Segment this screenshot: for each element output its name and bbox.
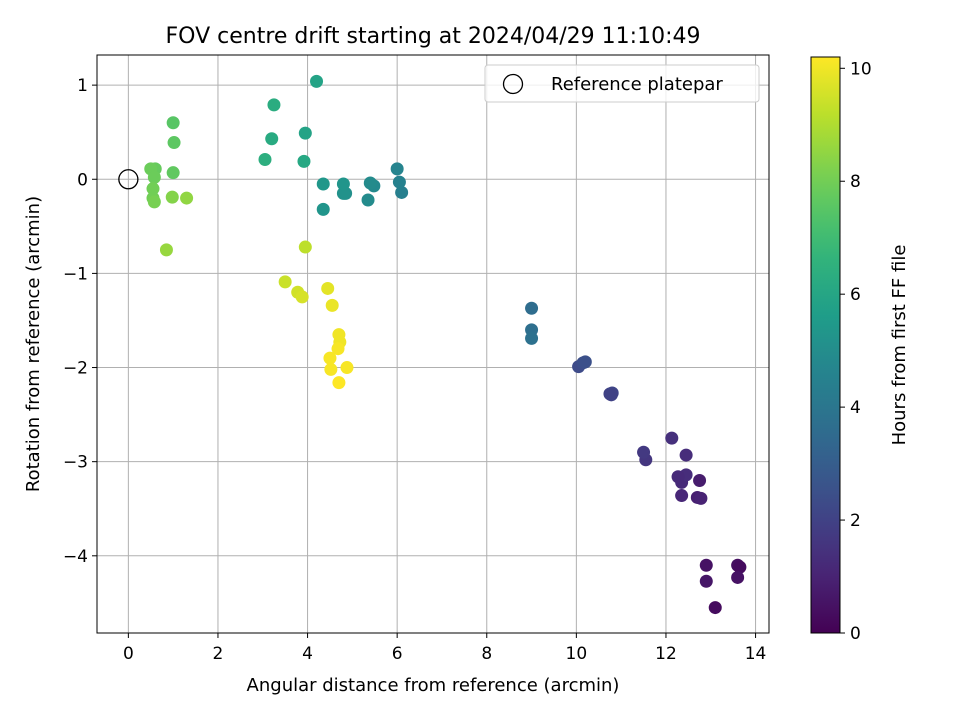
- chart-title: FOV centre drift starting at 2024/04/29 …: [166, 24, 701, 49]
- plot-area-frame: [96, 54, 770, 634]
- data-point: [323, 351, 337, 365]
- data-point: [165, 190, 179, 204]
- data-point: [316, 202, 330, 216]
- data-point: [331, 342, 345, 356]
- data-point: [708, 601, 722, 615]
- colorbar-gradient: [811, 57, 840, 633]
- data-point: [147, 195, 161, 209]
- y-tick-label: 0: [77, 170, 88, 190]
- y-tick-label: −1: [63, 264, 88, 284]
- data-point: [390, 162, 404, 176]
- x-tick-label: 0: [123, 644, 134, 664]
- data-point: [395, 185, 409, 199]
- y-axis-label: Rotation from reference (arcmin): [23, 196, 44, 492]
- data-point: [665, 431, 679, 445]
- colorbar-tick-label: 6: [850, 285, 861, 305]
- colorbar-ticks: 0 2 4 6 8 10: [840, 59, 872, 644]
- data-point: [298, 240, 312, 254]
- data-point: [166, 116, 180, 130]
- x-tick-label: 8: [481, 644, 492, 664]
- data-point: [731, 570, 745, 584]
- data-point: [324, 362, 338, 376]
- x-axis-ticks: 0 2 4 6 8 10 12 14: [123, 633, 766, 664]
- data-point: [325, 298, 339, 312]
- grid-lines: [97, 55, 769, 633]
- data-point: [392, 175, 406, 189]
- data-point: [167, 136, 181, 150]
- data-point: [637, 445, 651, 459]
- data-point: [699, 574, 713, 588]
- y-tick-label: 1: [77, 76, 88, 96]
- data-point: [295, 290, 309, 304]
- data-point: [166, 166, 180, 180]
- y-tick-label: −3: [63, 453, 88, 473]
- data-point: [361, 193, 375, 207]
- y-axis-ticks: −4 −3 −2 −1 0 1: [63, 76, 97, 567]
- x-tick-label: 14: [745, 644, 767, 664]
- data-point: [147, 170, 161, 184]
- data-point: [675, 489, 689, 503]
- x-tick-label: 10: [566, 644, 588, 664]
- data-point: [278, 275, 292, 289]
- data-point: [180, 191, 194, 205]
- colorbar-frame: [810, 56, 841, 634]
- data-point: [578, 355, 592, 369]
- x-tick-label: 4: [302, 644, 313, 664]
- data-point: [258, 152, 272, 166]
- data-point: [679, 448, 693, 462]
- data-point: [316, 177, 330, 191]
- data-point: [297, 154, 311, 168]
- colorbar-tick-label: 4: [850, 398, 861, 418]
- data-point: [332, 376, 346, 390]
- data-point: [310, 74, 324, 88]
- colorbar-label: Hours from first FF file: [889, 245, 910, 446]
- reference-point-marker: [118, 169, 139, 190]
- data-point: [363, 176, 377, 190]
- colorbar: 0 2 4 6 8 10 Hours from first FF file: [810, 56, 910, 644]
- legend-label: Reference platepar: [551, 74, 723, 95]
- x-tick-label: 2: [213, 644, 224, 664]
- data-point: [336, 177, 350, 191]
- colorbar-tick-label: 0: [850, 624, 861, 644]
- data-point: [525, 301, 539, 315]
- data-point: [699, 558, 713, 572]
- data-point: [267, 98, 281, 112]
- legend: Reference platepar: [484, 64, 760, 103]
- x-tick-label: 12: [655, 644, 677, 664]
- colorbar-tick-label: 8: [850, 172, 861, 192]
- x-tick-label: 6: [392, 644, 403, 664]
- data-point: [336, 186, 350, 200]
- data-point: [604, 388, 618, 402]
- data-point: [525, 331, 539, 345]
- data-point: [694, 491, 708, 505]
- data-point: [733, 560, 747, 574]
- legend-box: [484, 64, 760, 103]
- reference-point-circle: [118, 169, 139, 190]
- data-point: [298, 126, 312, 140]
- y-tick-label: −2: [63, 359, 88, 379]
- data-point: [671, 470, 685, 484]
- data-point: [321, 281, 335, 295]
- data-point: [159, 243, 173, 257]
- y-tick-label: −4: [63, 547, 88, 567]
- data-point: [693, 473, 707, 487]
- colorbar-tick-label: 2: [850, 511, 861, 531]
- colorbar-tick-label: 10: [850, 59, 872, 79]
- legend-marker-circle: [502, 73, 524, 95]
- x-axis-label: Angular distance from reference (arcmin): [247, 675, 620, 696]
- data-point: [146, 182, 160, 196]
- scatter-points: [144, 74, 747, 615]
- data-point: [265, 132, 279, 146]
- data-point: [340, 361, 354, 375]
